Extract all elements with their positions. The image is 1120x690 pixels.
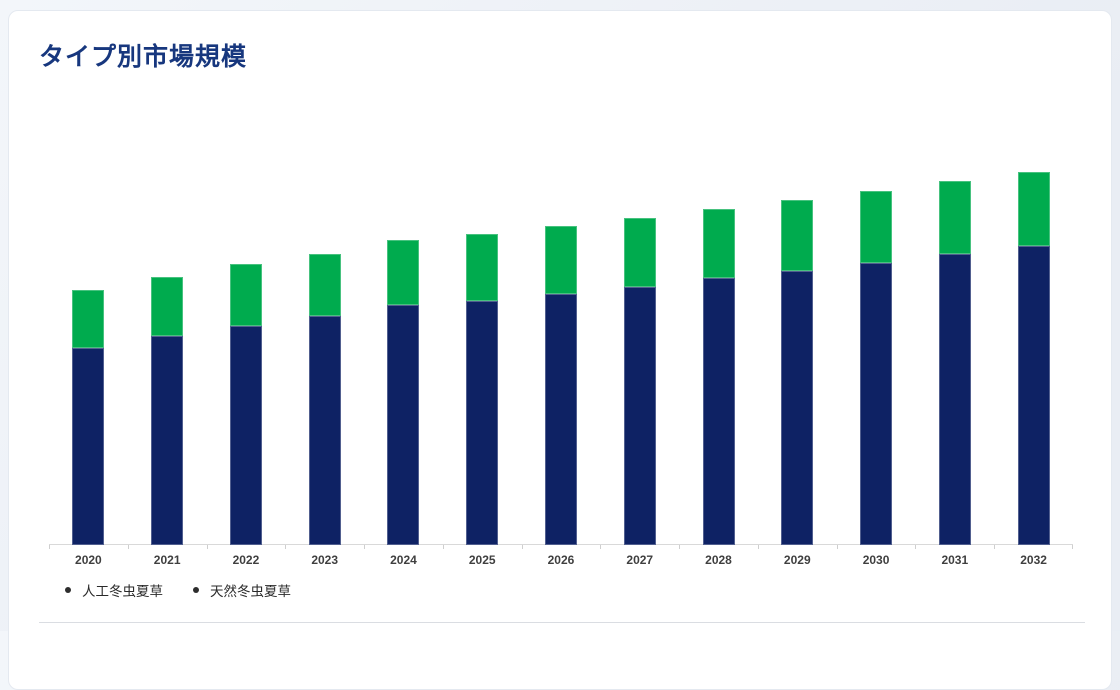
x-axis-labels: 2020 2021 2022 2023 2024 2025 2026 2027 2028 2029… (49, 553, 1073, 567)
x-axis-tick (679, 545, 680, 549)
bar-segment-natural-2027[interactable] (623, 218, 656, 287)
x-axis-label-2030: 2030 (862, 553, 890, 567)
chart-title: タイプ別市場規模 (39, 43, 248, 71)
legend-item-artificial-cordyceps[interactable]: 人工冬虫夏草 (65, 580, 163, 600)
legend-dot-icon (193, 587, 199, 593)
bar-segment-artificial-2027[interactable] (623, 287, 656, 545)
bar-segment-natural-2026[interactable] (545, 226, 577, 294)
x-axis-tick (600, 545, 601, 549)
bar-segment-natural-2031[interactable] (938, 181, 971, 254)
x-axis-label-2020: 2020 (75, 553, 102, 567)
x-axis-label-2029: 2029 (783, 553, 811, 567)
chart-card: タイプ別市場規模 2020 2021 2022 2023 2024 2025 2026 202… (8, 10, 1112, 690)
bar-segment-artificial-2031[interactable] (938, 254, 971, 545)
bar-segment-natural-2021[interactable] (151, 277, 184, 336)
x-axis-tick (1072, 545, 1073, 549)
bar-segment-artificial-2030[interactable] (860, 263, 893, 545)
bar-segment-artificial-2023[interactable] (308, 316, 341, 545)
x-axis-label-2026: 2026 (547, 553, 575, 567)
x-axis-label-2028: 2028 (705, 553, 732, 567)
bar-segment-artificial-2020[interactable] (72, 348, 105, 545)
x-axis-tick (207, 545, 208, 549)
legend-label: 人工冬虫夏草 (82, 584, 163, 599)
bar-segment-natural-2022[interactable] (229, 264, 262, 326)
bar-segment-artificial-2021[interactable] (151, 336, 184, 545)
bar-segment-artificial-2032[interactable] (1017, 246, 1050, 545)
bar-segment-natural-2020[interactable] (72, 290, 105, 348)
x-axis-tick (49, 545, 50, 549)
x-axis-tick (837, 545, 838, 549)
bar-segment-natural-2028[interactable] (702, 209, 735, 278)
x-axis-label-2024: 2024 (390, 553, 417, 567)
x-axis-label-2023: 2023 (311, 553, 339, 567)
x-axis-label-2031: 2031 (941, 553, 969, 567)
bar-segment-natural-2025[interactable] (466, 234, 499, 301)
bar-segment-natural-2032[interactable] (1017, 172, 1050, 246)
bar-segment-artificial-2029[interactable] (781, 271, 814, 545)
bar-segment-artificial-2024[interactable] (387, 305, 420, 545)
bar-segment-natural-2030[interactable] (860, 191, 893, 263)
x-axis-tick (443, 545, 444, 549)
legend-item-natural-cordyceps[interactable]: 天然冬虫夏草 (193, 580, 291, 600)
x-axis-tick (364, 545, 365, 549)
legend: 人工冬虫夏草 天然冬虫夏草 (65, 580, 291, 600)
bar-segment-natural-2023[interactable] (308, 254, 341, 316)
x-axis-label-2032: 2032 (1020, 553, 1047, 567)
x-axis-label-2022: 2022 (232, 553, 260, 567)
card-bottom-divider (39, 622, 1085, 623)
x-axis-tick (758, 545, 759, 549)
x-axis-label-2027: 2027 (626, 553, 654, 567)
bar-segment-artificial-2026[interactable] (545, 294, 577, 545)
bar-segment-artificial-2025[interactable] (466, 301, 499, 545)
x-axis-tick (915, 545, 916, 549)
legend-label: 天然冬虫夏草 (210, 584, 291, 599)
x-axis-tick (128, 545, 129, 549)
plot-area (49, 141, 1073, 549)
bar-segment-natural-2029[interactable] (781, 200, 814, 271)
x-axis-tick (285, 545, 286, 549)
legend-dot-icon (65, 587, 71, 593)
x-axis-label-2021: 2021 (153, 553, 181, 567)
x-axis-label-2025: 2025 (468, 553, 496, 567)
bar-segment-artificial-2028[interactable] (702, 278, 735, 545)
x-axis-tick (994, 545, 995, 549)
x-axis-tick (522, 545, 523, 549)
bar-segment-natural-2024[interactable] (387, 240, 420, 305)
bar-segment-artificial-2022[interactable] (229, 326, 262, 545)
